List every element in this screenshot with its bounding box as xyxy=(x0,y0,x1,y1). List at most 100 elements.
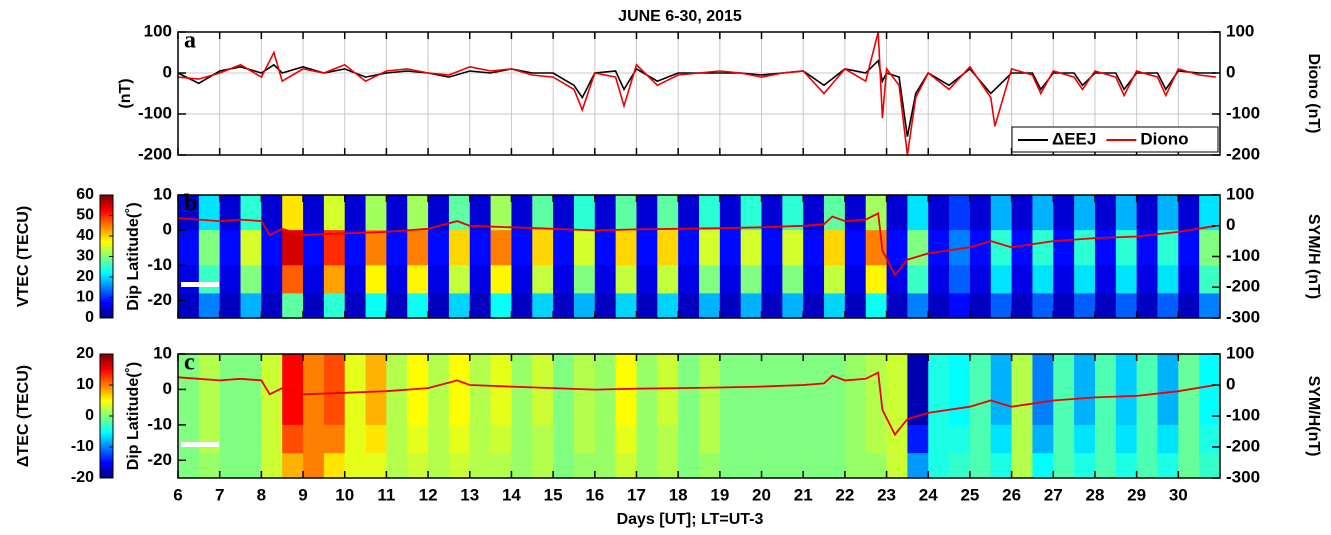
heatmap-cell xyxy=(1032,354,1054,390)
colorbar-tick-label: 20 xyxy=(76,345,94,362)
heatmap-cell xyxy=(511,354,533,390)
colorbar-step xyxy=(100,434,113,438)
heatmap-cell xyxy=(657,389,679,426)
heatmap-cell xyxy=(323,195,346,231)
panel-label: b xyxy=(184,191,197,217)
heatmap-cell xyxy=(1074,453,1096,479)
heatmap-cell xyxy=(1199,389,1221,426)
sym-h-line xyxy=(177,371,1216,437)
heatmap-cell xyxy=(490,293,512,319)
heatmap-cell xyxy=(469,230,492,266)
colorbar-step xyxy=(100,426,113,429)
colorbar-step xyxy=(100,422,113,425)
heatmap-cell xyxy=(407,293,429,319)
heatmap-cell xyxy=(844,230,867,266)
heatmap-cell xyxy=(1157,424,1179,454)
heatmap-cell xyxy=(532,195,554,231)
heatmap-cell xyxy=(824,195,846,231)
heatmap-cell xyxy=(865,265,888,294)
heatmap-cell xyxy=(594,389,617,426)
heatmap-cell xyxy=(761,424,783,454)
colorbar-step xyxy=(100,387,113,390)
heatmap-cell xyxy=(1094,424,1117,454)
x-tick-label: 26 xyxy=(1002,485,1021,504)
heatmap-cell xyxy=(844,293,867,319)
heatmap-cell xyxy=(1136,265,1158,294)
heatmap-cell xyxy=(803,424,825,454)
heatmap-cell xyxy=(782,424,804,454)
colorbar-step xyxy=(100,364,113,367)
heatmap-cell xyxy=(865,453,888,479)
heatmap-cell xyxy=(615,195,637,231)
colorbar-step xyxy=(100,420,113,423)
heatmap-cell xyxy=(990,230,1013,266)
colorbar-step xyxy=(100,227,113,231)
heatmap-cell xyxy=(344,424,367,454)
x-tick-label: 6 xyxy=(173,485,182,504)
heatmap-cell xyxy=(657,195,679,231)
heatmap-cell xyxy=(448,453,471,479)
heatmap-cell xyxy=(386,293,408,319)
heatmap-cell xyxy=(949,424,971,454)
colorbar-step xyxy=(100,391,113,394)
heatmap-cell xyxy=(886,195,908,231)
heatmap-cell xyxy=(344,265,367,294)
y2-axis-label: Diono (nT) xyxy=(1305,54,1322,134)
heatmap-cell xyxy=(407,354,429,390)
colorbar-step xyxy=(100,447,113,450)
colorbar-step xyxy=(100,303,113,307)
heatmap-cell xyxy=(928,453,950,479)
colorbar-step xyxy=(100,380,113,384)
panel-label: a xyxy=(184,28,196,54)
heatmap-cell xyxy=(928,424,950,454)
heatmap-cell xyxy=(573,230,596,266)
y-axis-label: Dip Latitude(˚) xyxy=(125,362,142,470)
heatmap-cell xyxy=(428,389,450,426)
heatmap-cell xyxy=(990,453,1013,479)
heatmap-cell xyxy=(969,453,992,479)
colorbar-label: ΔTEC (TECU) xyxy=(15,365,32,467)
heatmap-cell xyxy=(303,354,325,390)
heatmap-cell xyxy=(323,424,346,454)
heatmap-cell xyxy=(928,389,950,426)
heatmap-cell xyxy=(448,389,471,426)
heatmap-cell xyxy=(511,453,533,479)
heatmap-cell xyxy=(198,389,221,426)
colorbar-step xyxy=(100,385,113,388)
heatmap-cell xyxy=(407,195,429,231)
y2-tick-label: 0 xyxy=(1226,215,1235,234)
x-tick-label: 13 xyxy=(460,485,479,504)
colorbar-step xyxy=(100,291,113,294)
heatmap-cell xyxy=(1115,453,1138,479)
heatmap-cell xyxy=(198,354,221,390)
heatmap-cell xyxy=(532,293,554,319)
heatmap-cell xyxy=(469,195,492,231)
y-tick-label: 0 xyxy=(163,220,172,239)
colorbar-step xyxy=(100,463,113,467)
heatmap-cell xyxy=(1053,354,1075,390)
heatmap-cell xyxy=(511,230,533,266)
heatmap-cell xyxy=(1157,293,1179,319)
heatmap-cell xyxy=(553,293,575,319)
colorbar-tick-label: 60 xyxy=(76,186,94,203)
heatmap-cell xyxy=(1074,424,1096,454)
heatmap-cell xyxy=(282,293,304,319)
heatmap-cell xyxy=(303,424,325,454)
heatmap-cell xyxy=(178,424,200,454)
heatmap-cell xyxy=(448,424,471,454)
heatmap-cell xyxy=(323,265,346,294)
heatmap-cell xyxy=(1032,265,1054,294)
heatmap-cell xyxy=(719,354,742,390)
colorbar-step xyxy=(100,283,113,286)
colorbar-step xyxy=(100,197,113,200)
heatmap-cell xyxy=(636,424,658,454)
heatmap-cell xyxy=(1157,265,1179,294)
data-line xyxy=(177,31,1216,156)
heatmap-cell xyxy=(949,293,971,319)
heatmap-cell xyxy=(1053,389,1075,426)
heatmap-cell xyxy=(1094,389,1117,426)
y-tick-label: 10 xyxy=(153,184,172,203)
heatmap-cell xyxy=(886,265,908,294)
heatmap-cell xyxy=(219,265,242,294)
